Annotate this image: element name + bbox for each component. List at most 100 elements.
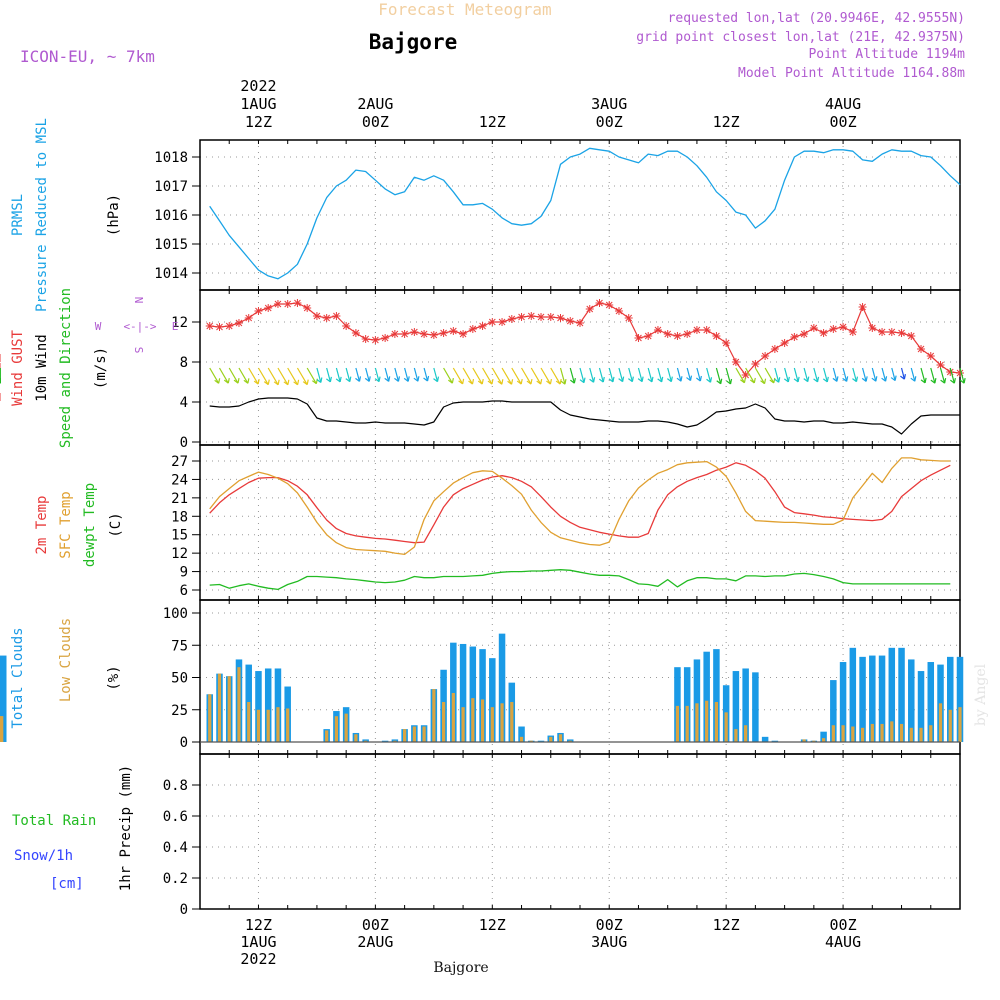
gust-marker	[926, 352, 935, 360]
compass-n: N	[132, 297, 145, 304]
wind-direction-arrow	[861, 367, 868, 382]
low-cloud-bar	[334, 716, 339, 742]
wind-direction-arrow	[511, 367, 523, 385]
wind-direction-arrow	[296, 367, 309, 386]
gust-marker	[917, 345, 926, 353]
label-sfc-temp: SFC Temp	[58, 491, 74, 558]
gust-marker	[770, 345, 779, 353]
gust-marker	[683, 330, 692, 338]
wind-direction-arrow	[364, 367, 371, 382]
gust-marker	[322, 314, 331, 322]
low-cloud-bar	[734, 729, 738, 742]
label-10m-wind: 10m Wind	[34, 334, 50, 401]
pressure-ylabel: (hPa)	[106, 194, 122, 236]
low-cloud-bar	[422, 726, 426, 742]
wind-direction-arrow	[559, 367, 567, 385]
wind-ytick-label: 8	[180, 355, 188, 371]
total-cloud-bar	[498, 633, 506, 742]
wind-direction-arrow	[725, 367, 733, 385]
wind-direction-arrow	[735, 367, 747, 384]
gust-marker	[244, 314, 253, 322]
total-cloud-bar	[274, 668, 282, 742]
gust-marker	[468, 325, 477, 333]
location-title: Bajgore	[369, 30, 458, 54]
wind-direction-arrow	[345, 367, 352, 383]
low-cloud-bar	[412, 726, 416, 742]
total-cloud-bar	[459, 643, 467, 742]
clouds-ytick-label: 0	[180, 735, 188, 751]
wind-direction-arrow	[540, 367, 553, 385]
total-cloud-bar	[742, 668, 749, 742]
precip-panel: 0 0.2 0.4 0.6 0.8 1hr Precip (mm)	[118, 753, 961, 918]
bottom-time-label: 4AUG	[825, 933, 861, 951]
low-cloud-bar	[519, 736, 524, 742]
wind-direction-arrow	[783, 367, 790, 383]
total-cloud-bar	[761, 736, 769, 742]
label-2m-temp: 2m Temp	[34, 495, 50, 554]
pressure-ytick-label: 1015	[154, 237, 188, 253]
low-cloud-bar	[208, 694, 212, 742]
pressure-ytick-label: 1014	[154, 266, 188, 282]
clouds-panel: 0 25 50 75 100 (%)	[0, 599, 964, 755]
total-cloud-bar	[489, 658, 496, 742]
low-cloud-bar	[841, 725, 845, 742]
low-cloud-bar	[354, 734, 358, 742]
bottom-time-label: 12Z	[479, 916, 506, 934]
label-speed-direction: Speed and Direction	[58, 288, 74, 448]
gust-marker	[566, 317, 575, 325]
gust-marker	[907, 332, 916, 340]
wind-direction-arrow	[209, 367, 221, 384]
wind-direction-arrow	[403, 367, 410, 382]
wind-direction-arrow	[813, 367, 820, 383]
low-cloud-bar	[549, 736, 553, 742]
wind-direction-arrow	[939, 367, 947, 384]
total-cloud-bar	[537, 740, 545, 742]
wind-direction-arrow	[394, 367, 401, 382]
wind-direction-arrow	[287, 367, 300, 386]
label-snow: Snow/1h	[14, 848, 73, 864]
total-cloud-bar	[518, 726, 525, 742]
low-cloud-bar	[851, 726, 855, 742]
low-cloud-bar	[938, 703, 943, 742]
wind-direction-arrow	[462, 367, 475, 385]
low-cloud-bar	[880, 723, 884, 742]
wind-direction-arrow	[569, 367, 576, 384]
gust-marker	[722, 339, 731, 347]
wind-direction-arrow	[657, 367, 664, 383]
low-cloud-bar	[558, 734, 563, 742]
label-dewpt-temp: dewpt Temp	[82, 483, 98, 567]
precip-ylabel: 1hr Precip (mm)	[118, 765, 134, 891]
gust-marker	[702, 326, 711, 334]
low-cloud-bar	[471, 698, 475, 742]
total-cloud-bar	[771, 740, 779, 742]
top-time-label: 2022	[240, 77, 276, 95]
low-cloud-bar	[490, 707, 494, 742]
wind-direction-arrow	[608, 367, 615, 383]
top-time-label: 3AUG	[591, 95, 627, 113]
temp-ytick-label: 6	[180, 583, 188, 599]
low-cloud-bar	[899, 723, 904, 742]
wind-compass: N W <-|-> E S	[95, 297, 179, 354]
low-cloud-bar	[500, 703, 504, 742]
low-cloud-bar	[909, 727, 913, 742]
low-cloud-bar	[568, 740, 572, 742]
wind-direction-arrow	[920, 367, 927, 384]
precip-ytick-label: 0.4	[163, 840, 188, 856]
low-cloud-bar	[247, 702, 251, 742]
gust-marker	[273, 300, 282, 308]
wind-direction-arrow	[384, 367, 391, 382]
gust-marker	[858, 303, 867, 311]
low-cloud-bar	[344, 713, 348, 742]
low-cloud-bar	[227, 676, 231, 742]
total-cloud-bar	[567, 739, 574, 742]
compass-arrow: <-|->	[123, 320, 156, 333]
gust-marker	[653, 326, 662, 334]
info-grid-point: grid point closest lon,lat (21E, 42.9375…	[636, 30, 965, 45]
wind-direction-arrow	[706, 367, 713, 383]
low-cloud-bar	[393, 740, 397, 742]
gust-marker	[498, 318, 507, 326]
wind-direction-arrow	[530, 367, 543, 385]
low-cloud-bar	[685, 705, 689, 742]
